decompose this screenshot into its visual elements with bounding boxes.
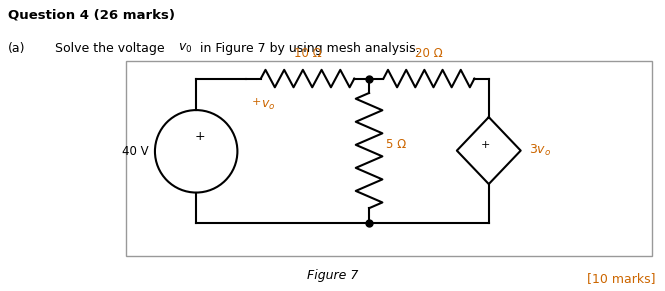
Bar (126, 61, 652, 256)
Text: +: + (194, 130, 205, 143)
Text: Figure 7: Figure 7 (307, 269, 358, 282)
Text: 5 Ω: 5 Ω (386, 138, 406, 151)
Text: +: + (251, 97, 261, 107)
Text: [10 marks]: [10 marks] (587, 272, 655, 285)
Text: $v_o$: $v_o$ (261, 99, 275, 112)
Text: Question 4 (26 marks): Question 4 (26 marks) (8, 9, 175, 22)
Text: +: + (481, 140, 490, 150)
Text: Solve the voltage: Solve the voltage (55, 42, 168, 55)
Text: 10 Ω: 10 Ω (294, 47, 321, 60)
Text: $v_0$: $v_0$ (178, 42, 192, 55)
Text: 40 V: 40 V (122, 145, 148, 158)
Text: 20 Ω: 20 Ω (415, 47, 443, 60)
Text: (a): (a) (8, 42, 25, 55)
Text: in Figure 7 by using mesh analysis.: in Figure 7 by using mesh analysis. (196, 42, 420, 55)
Text: $3v_o$: $3v_o$ (529, 143, 551, 158)
